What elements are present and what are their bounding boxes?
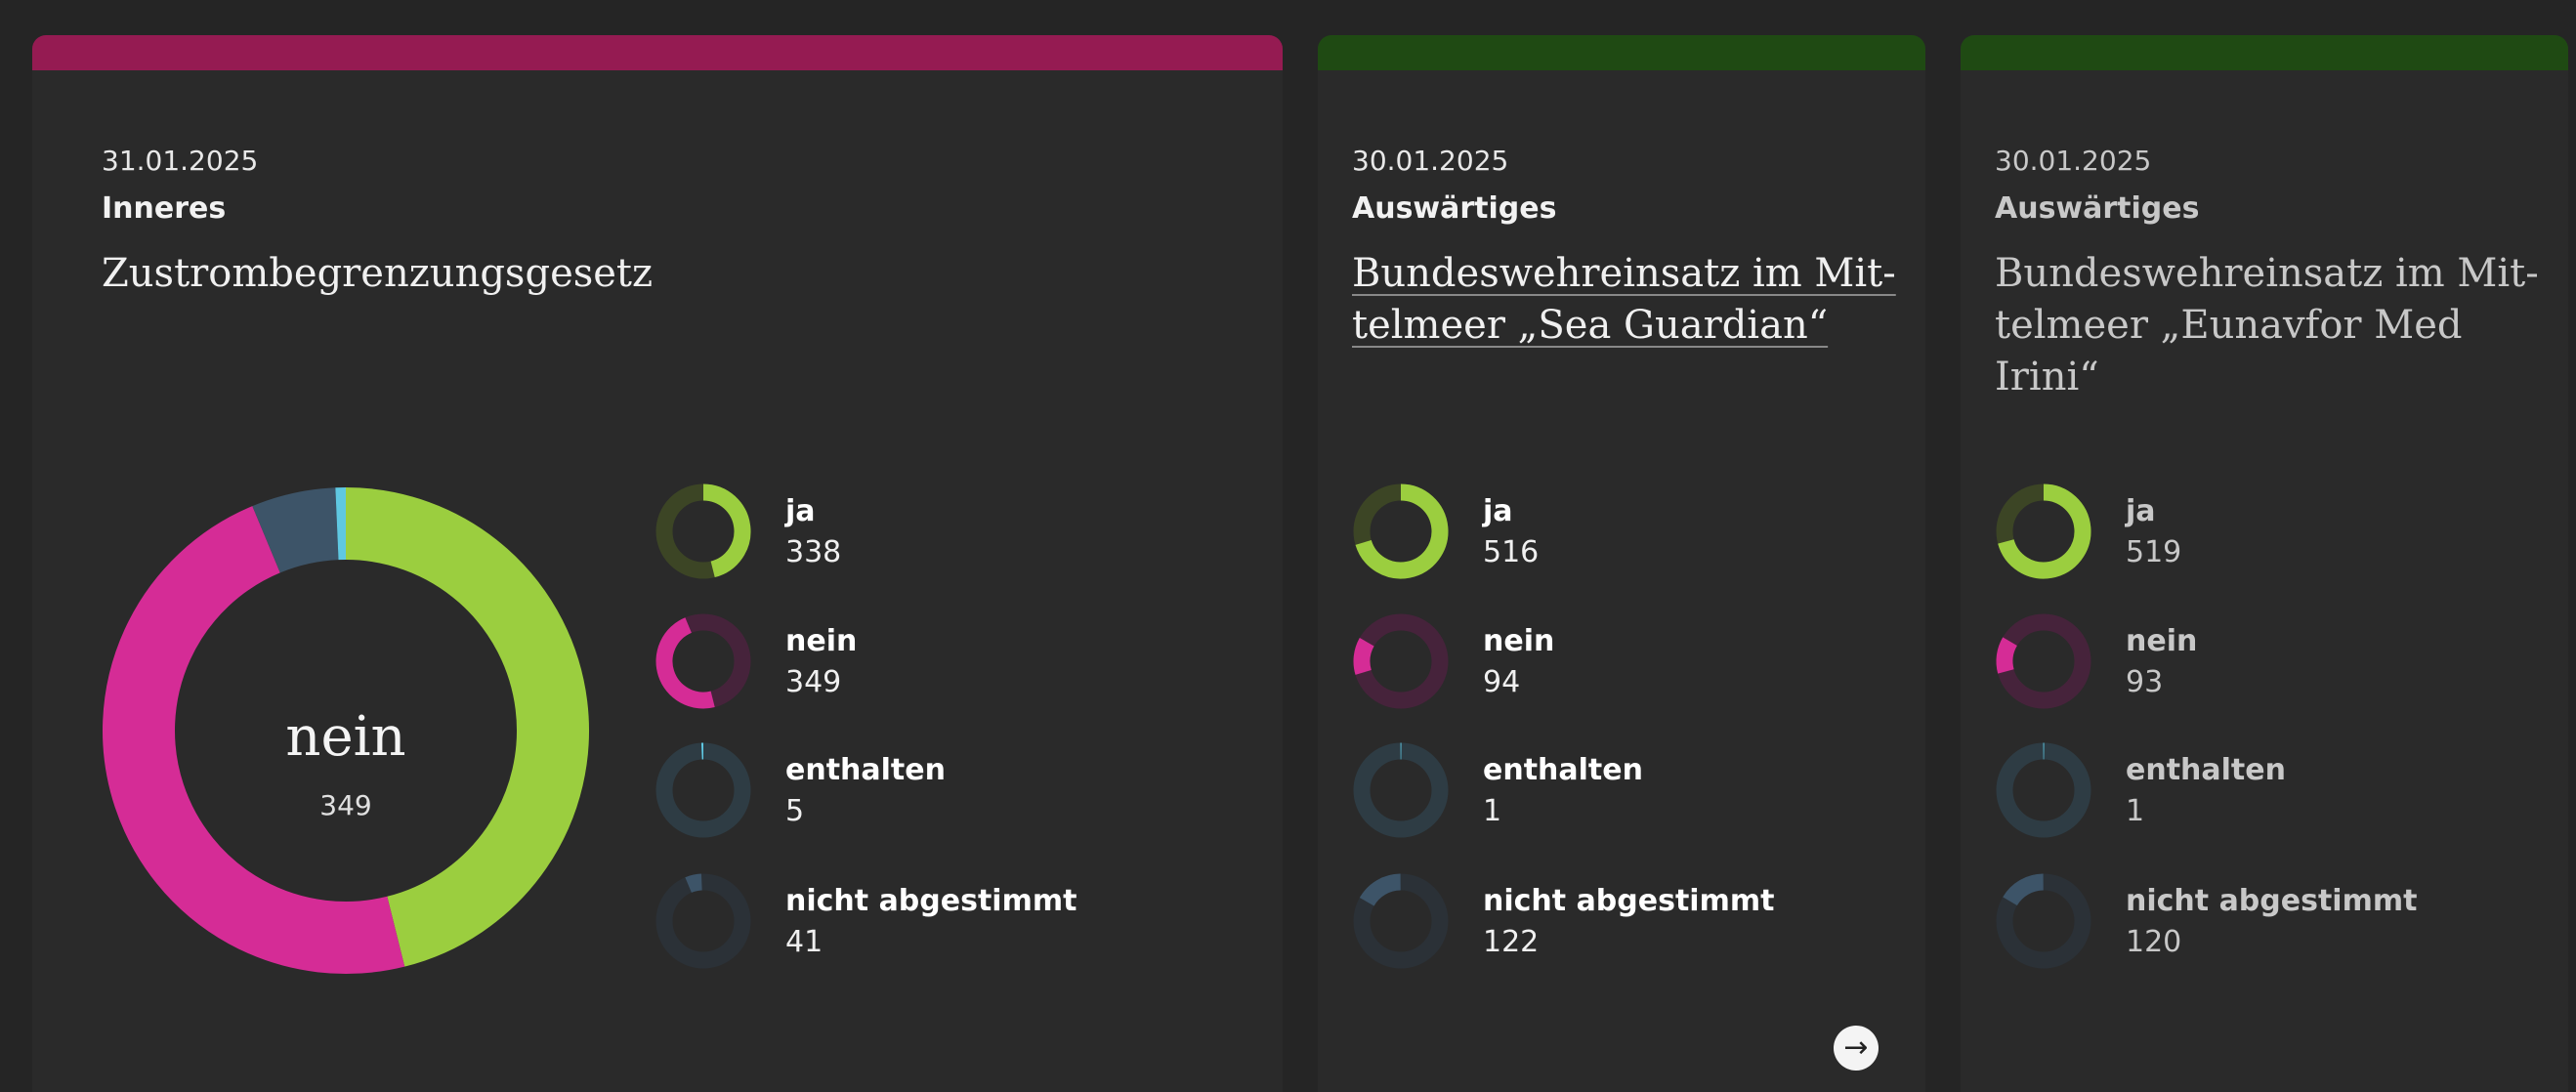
- legend-item-nicht: nicht abgestimmt 120: [1995, 872, 2483, 970]
- card-date: 31.01.2025: [102, 145, 259, 177]
- mini-donut-track: [1996, 742, 2091, 838]
- mini-donut-segment: [1355, 483, 1449, 579]
- legend-value: 122: [1483, 925, 1540, 959]
- card-category: Auswärtiges: [1352, 191, 1557, 226]
- mini-donut-segment: [1998, 483, 2091, 579]
- mini-donut-nein: [655, 613, 751, 709]
- legend-item-enthalten: enthalten 5: [655, 741, 1143, 839]
- legend-value: 5: [785, 794, 805, 828]
- card-accent-bar: [1961, 35, 2568, 70]
- legend-value: 519: [2126, 535, 2182, 569]
- mini-donut-enthalten: [1353, 742, 1449, 838]
- legend-value: 120: [2126, 925, 2182, 959]
- legend-label: ja: [1483, 494, 1513, 528]
- mini-donut-track: [1353, 742, 1449, 838]
- next-card-button[interactable]: →: [1834, 1026, 1879, 1071]
- mini-donut-nicht: [655, 873, 751, 969]
- mini-donut-enthalten: [655, 742, 751, 838]
- card-accent-bar: [32, 35, 1283, 70]
- legend-label: nicht abgestimmt: [785, 884, 1077, 918]
- card-title-link[interactable]: Bundeswehreinsatz im Mit- telmeer „Sea G…: [1352, 248, 1896, 352]
- legend-item-ja: ja 519: [1995, 483, 2483, 580]
- legend-label: nein: [785, 624, 858, 658]
- card-title-line: Irini“: [1995, 355, 2099, 399]
- legend-item-ja: ja 516: [1352, 483, 1840, 580]
- legend-value: 1: [2126, 794, 2145, 828]
- legend-item-nein: nein 93: [1995, 612, 2483, 710]
- card-title[interactable]: Zustrombegrenzungsgesetz: [102, 251, 654, 296]
- vote-donut-chart: [103, 487, 589, 974]
- mini-donut-segment: [685, 873, 703, 894]
- legend-value: 1: [1483, 794, 1502, 828]
- mini-donut-nicht: [1353, 873, 1449, 969]
- mini-donut-segment: [655, 617, 715, 709]
- mini-donut-segment: [1359, 873, 1402, 906]
- mini-donut-track: [655, 873, 751, 969]
- legend-value: 41: [785, 925, 823, 959]
- card-title-line: telmeer „Eunavfor Med: [1995, 303, 2463, 348]
- legend-label: enthalten: [2126, 753, 2286, 787]
- legend-label: enthalten: [1483, 753, 1643, 787]
- legend-value: 349: [785, 665, 842, 699]
- mini-donut-track: [655, 742, 751, 838]
- legend-value: 338: [785, 535, 842, 569]
- vote-card-eunavfor-med-irini[interactable]: 30.01.2025 Auswärtiges Bundeswehreinsatz…: [1961, 35, 2568, 1092]
- mini-donut-nicht: [1996, 873, 2091, 969]
- legend-item-ja: ja 338: [655, 483, 1143, 580]
- mini-donut-segment: [1353, 638, 1374, 675]
- legend-label: nicht abgestimmt: [2126, 884, 2418, 918]
- donut-segment-nein: [103, 506, 405, 974]
- card-date: 30.01.2025: [1995, 145, 2152, 177]
- card-date: 30.01.2025: [1352, 145, 1509, 177]
- mini-donut-nein: [1353, 613, 1449, 709]
- legend-label: nicht abgestimmt: [1483, 884, 1775, 918]
- legend-label: ja: [2126, 494, 2156, 528]
- mini-donut-segment: [2003, 873, 2045, 906]
- mini-donut-track: [1353, 873, 1449, 969]
- vote-card-sea-guardian[interactable]: 30.01.2025 Auswärtiges Bundeswehreinsatz…: [1318, 35, 1925, 1092]
- legend-value: 94: [1483, 665, 1521, 699]
- donut-segment-ja: [345, 487, 589, 967]
- legend-item-enthalten: enthalten 1: [1995, 741, 2483, 839]
- legend-value: 93: [2126, 665, 2164, 699]
- mini-donut-segment: [702, 483, 751, 578]
- donut-segment-nicht: [252, 487, 340, 573]
- legend-item-nicht: nicht abgestimmt 41: [655, 872, 1143, 970]
- legend-label: enthalten: [785, 753, 946, 787]
- card-title-line: Bundeswehreinsatz im Mit-: [1352, 251, 1896, 296]
- mini-donut-track: [1996, 613, 2091, 709]
- legend-value: 516: [1483, 535, 1540, 569]
- card-category: Inneres: [102, 191, 227, 226]
- donut-center-value: 349: [319, 789, 372, 821]
- mini-donut-enthalten: [1996, 742, 2091, 838]
- donut-segments: [103, 487, 589, 974]
- mini-donut-track: [1353, 613, 1449, 709]
- card-title[interactable]: Bundeswehreinsatz im Mit- telmeer „Eunav…: [1995, 248, 2539, 403]
- legend-label: nein: [1483, 624, 1555, 658]
- legend-item-nicht: nicht abgestimmt 122: [1352, 872, 1840, 970]
- card-title-line: Bundeswehreinsatz im Mit-: [1995, 251, 2539, 296]
- legend-item-enthalten: enthalten 1: [1352, 741, 1840, 839]
- card-title-line: telmeer „Sea Guardian“: [1352, 303, 1829, 348]
- legend-item-nein: nein 349: [655, 612, 1143, 710]
- legend-label: nein: [2126, 624, 2198, 658]
- card-category: Auswärtiges: [1995, 191, 2200, 226]
- donut-center-label: nein: [285, 705, 406, 769]
- mini-donut-ja: [1996, 483, 2091, 579]
- card-accent-bar: [1318, 35, 1925, 70]
- arrow-right-icon: →: [1843, 1030, 1869, 1065]
- mini-donut-track: [1996, 873, 2091, 969]
- legend-item-nein: nein 94: [1352, 612, 1840, 710]
- vote-card-zustrombegrenzungsgesetz[interactable]: 31.01.2025 Inneres Zustrombegrenzungsges…: [32, 35, 1283, 1092]
- mini-donut-ja: [655, 483, 751, 579]
- legend-label: ja: [785, 494, 816, 528]
- mini-donut-ja: [1353, 483, 1449, 579]
- mini-donut-segment: [1996, 637, 2018, 674]
- mini-donut-nein: [1996, 613, 2091, 709]
